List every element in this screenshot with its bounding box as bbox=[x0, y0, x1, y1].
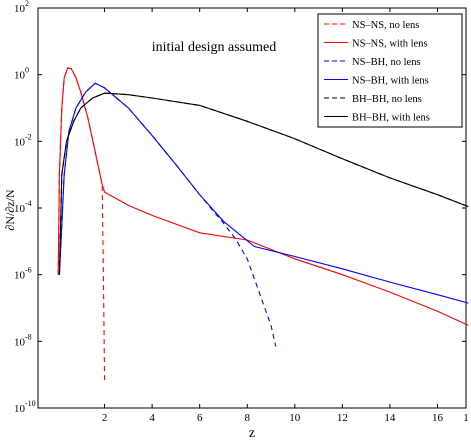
x-tick-label: 12 bbox=[337, 412, 348, 424]
legend-label: NS–NS, no lens bbox=[352, 20, 419, 31]
y-tick-base: 10 bbox=[14, 336, 26, 348]
y-tick-label: 10 -6 bbox=[14, 266, 32, 282]
y-tick-base: 10 bbox=[14, 270, 26, 282]
x-tick-label: 2 bbox=[102, 412, 108, 424]
y-tick-label: 10 2 bbox=[14, 0, 29, 15]
y-tick-exponent: -4 bbox=[25, 199, 32, 208]
y-axis-label: ∂N/∂z/N bbox=[3, 189, 17, 231]
x-tick-label: 1 bbox=[463, 412, 469, 424]
x-tick-label: 8 bbox=[244, 412, 250, 424]
x-tick-label: 14 bbox=[384, 412, 396, 424]
x-tick-label: 6 bbox=[197, 412, 203, 424]
y-tick-exponent: 2 bbox=[25, 0, 29, 8]
legend-label: BH–BH, with lens bbox=[352, 113, 430, 124]
y-tick-base: 10 bbox=[14, 70, 26, 82]
series-line bbox=[57, 67, 469, 326]
y-tick-label: 10 -2 bbox=[14, 132, 32, 148]
y-tick-label: 10 -8 bbox=[14, 332, 32, 348]
y-tick-exponent: -10 bbox=[25, 399, 36, 408]
legend-label: NS–BH, no lens bbox=[352, 57, 421, 68]
legend-label: NS–BH, with lens bbox=[352, 76, 429, 87]
y-tick-exponent: -8 bbox=[25, 332, 32, 341]
y-tick-base: 10 bbox=[14, 403, 26, 415]
x-tick-label: 10 bbox=[289, 412, 301, 424]
y-tick-exponent: -6 bbox=[25, 266, 32, 275]
y-tick-exponent: -2 bbox=[25, 132, 32, 141]
y-tick-base: 10 bbox=[14, 3, 26, 15]
annotation: initial design assumed bbox=[152, 40, 276, 55]
y-tick-base: 10 bbox=[14, 136, 26, 148]
legend-label: BH–BH, no lens bbox=[352, 94, 422, 105]
y-tick-label: 10 0 bbox=[14, 66, 29, 82]
series-line bbox=[58, 82, 469, 304]
series-line bbox=[57, 67, 106, 383]
series-line bbox=[58, 82, 277, 347]
x-tick-label: 4 bbox=[149, 412, 155, 424]
series-line bbox=[58, 92, 469, 275]
y-tick-exponent: 0 bbox=[25, 66, 29, 75]
x-axis-label: z bbox=[249, 426, 255, 441]
y-tick-base: 10 bbox=[14, 203, 26, 215]
y-tick-label: 10 -4 bbox=[14, 199, 32, 215]
legend-label: NS–NS, with lens bbox=[352, 39, 428, 50]
x-tick-label: 16 bbox=[432, 412, 444, 424]
legend-box bbox=[317, 13, 463, 128]
y-tick-label: 10 -10 bbox=[14, 399, 36, 415]
